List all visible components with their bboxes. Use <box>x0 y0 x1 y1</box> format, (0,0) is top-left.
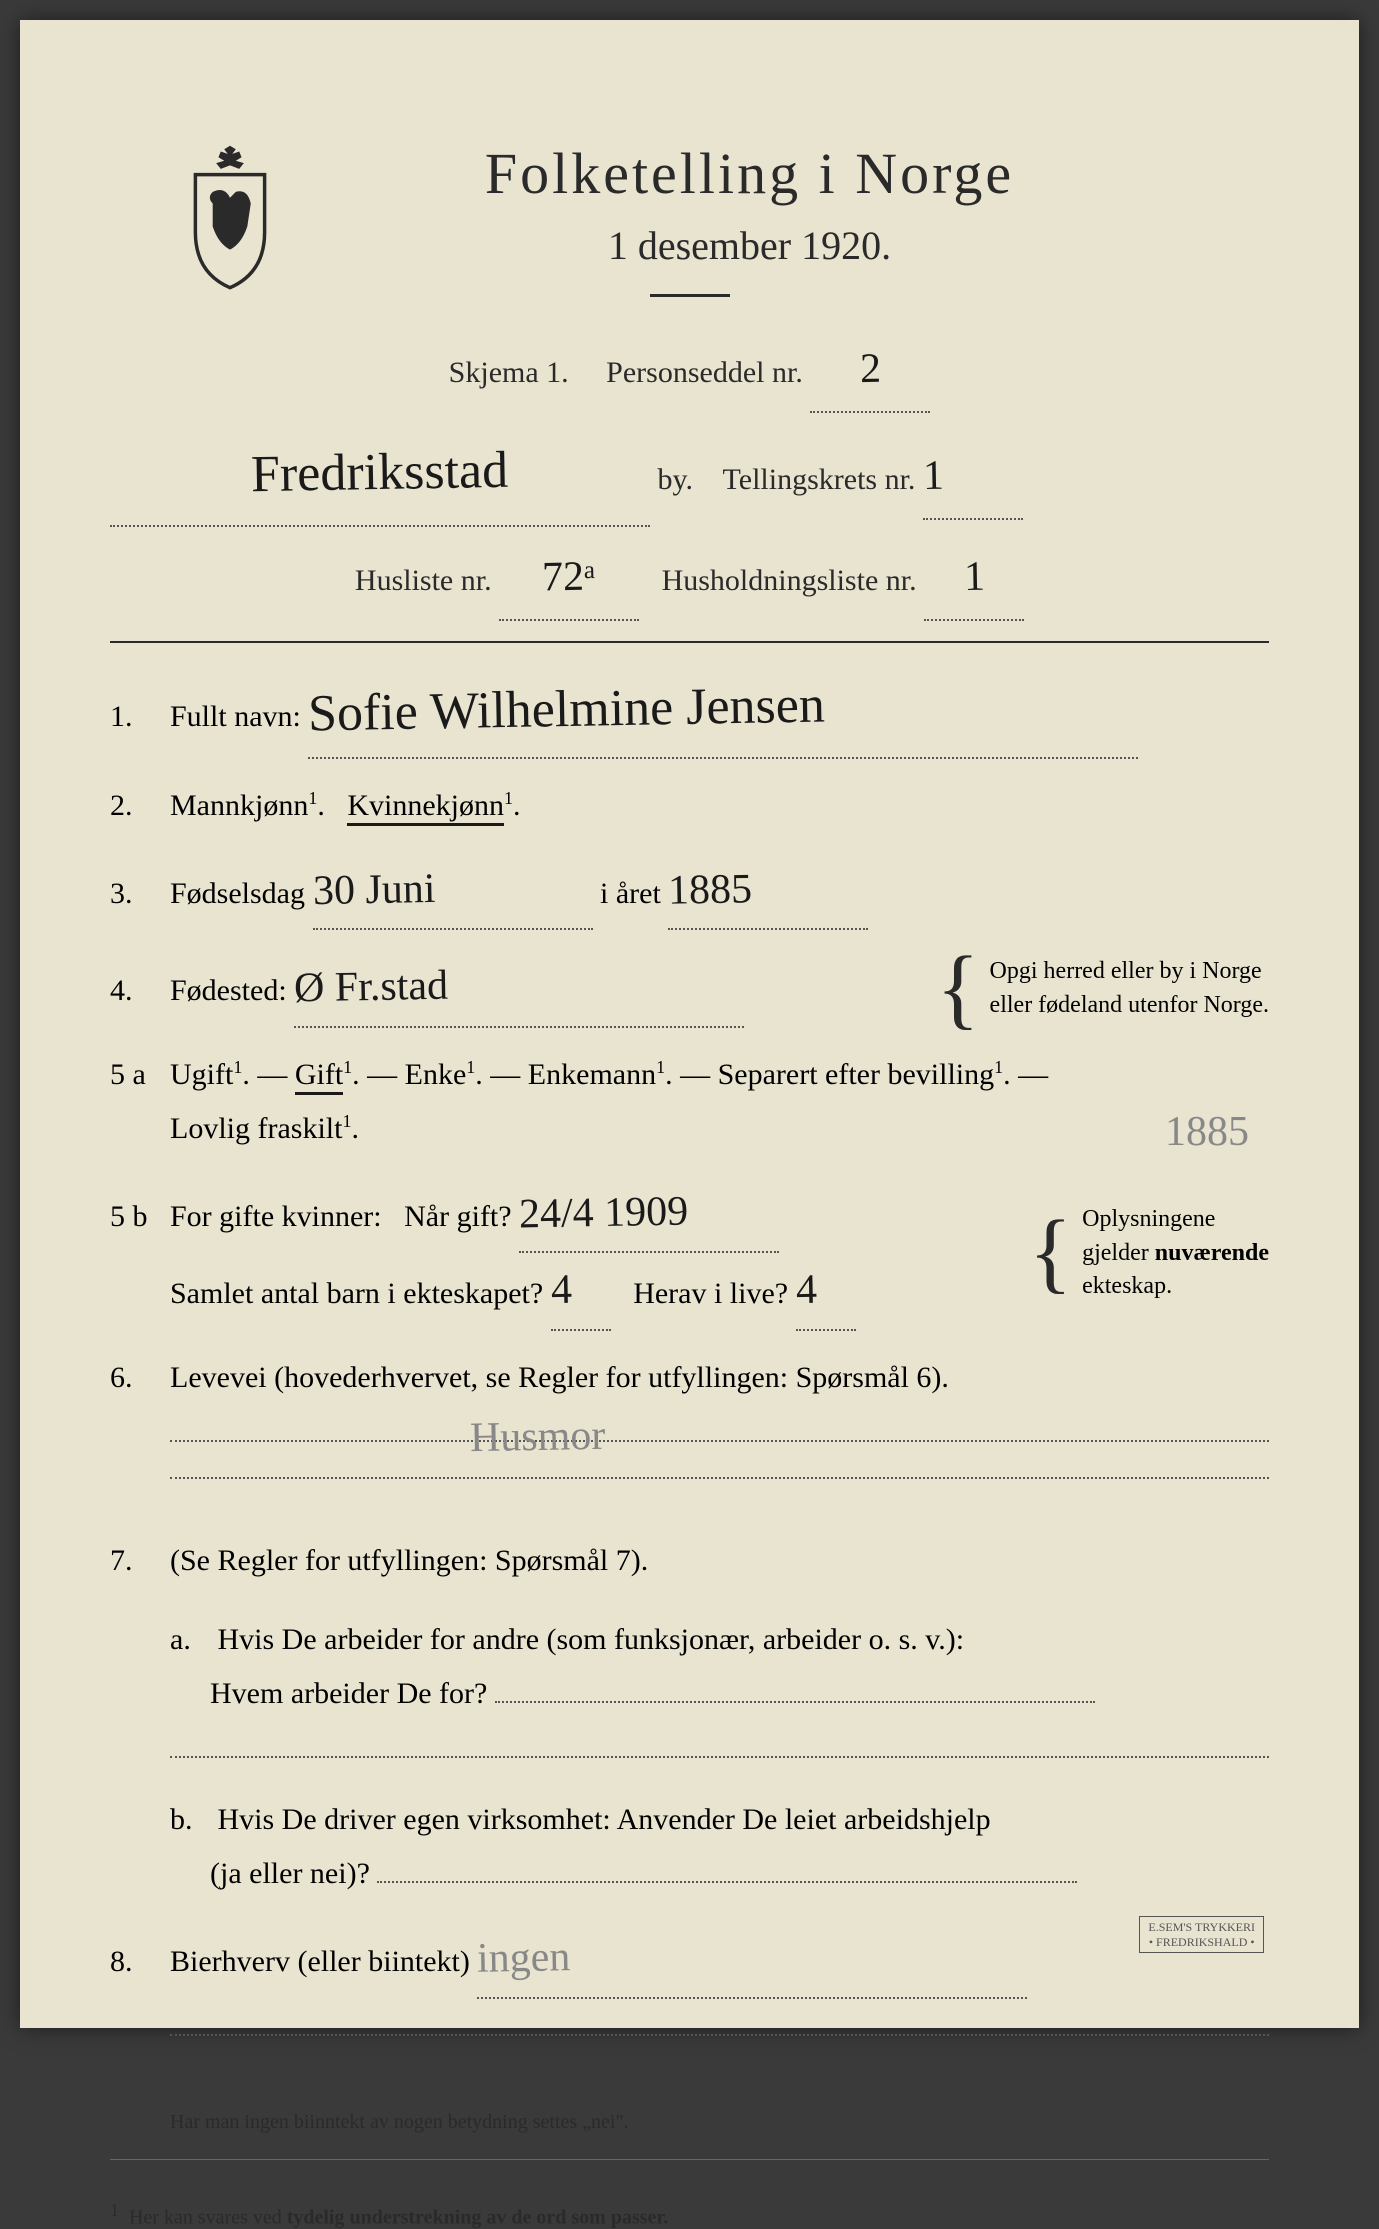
q5b-barn-value: 4 <box>550 1253 572 1329</box>
q4-label: Fødested: <box>170 974 287 1007</box>
q5b-sidenote: Oplysningene gjelder nuværende ekteskap. <box>1082 1203 1269 1304</box>
question-3: 3. Fødselsdag 30 Juni i året 1885 <box>110 853 1269 931</box>
q5b-label: For gifte kvinner: <box>170 1200 382 1233</box>
q1-label: Fullt navn: <box>170 700 301 733</box>
q3-day-value: 30 Juni <box>312 852 436 930</box>
husliste-label: Husliste nr. <box>355 564 492 597</box>
question-5b: 5 b For gifte kvinner: Når gift? 24/4 19… <box>110 1176 1269 1331</box>
husholdning-value: 1 <box>963 535 985 619</box>
question-6: 6. Levevei (hovederhvervet, se Regler fo… <box>110 1351 1269 1514</box>
q8-label: Bierhverv (eller biintekt) <box>170 1945 470 1978</box>
page-subtitle: 1 desember 1920. <box>230 222 1269 269</box>
q2-num: 2. <box>110 789 170 823</box>
q1-num: 1. <box>110 700 170 734</box>
question-5a: 5 a Ugift1. — Gift1. — Enke1. — Enkemann… <box>110 1048 1269 1156</box>
q5a-num: 5 a <box>110 1058 170 1092</box>
q5b-note1: Oplysningene <box>1082 1203 1269 1237</box>
footnote-divider <box>110 2159 1269 2160</box>
footer-note-2: 1 Her kan svares ved tydelig understrekn… <box>110 2200 1269 2229</box>
q1-value: Sofie Wilhelmine Jensen <box>308 658 826 761</box>
q3-year-label: i året <box>600 877 661 910</box>
q5a-fraskilt: Lovlig fraskilt <box>170 1112 342 1145</box>
section-divider <box>110 641 1269 643</box>
meta-line-2: Fredriksstad by. Tellingskrets nr. 1 <box>110 421 1269 527</box>
q5b-live-label: Herav i live? <box>633 1277 788 1310</box>
page-title: Folketelling i Norge <box>230 140 1269 207</box>
q7b-text1: Hvis De driver egen virksomhet: Anvender… <box>218 1803 991 1836</box>
q5b-gift-value: 24/4 1909 <box>518 1174 688 1253</box>
q6-value: Husmor <box>469 1399 606 1477</box>
personseddel-value: 2 <box>859 327 881 411</box>
tellingskrets-value: 1 <box>922 434 944 518</box>
q7-intro: (Se Regler for utfyllingen: Spørsmål 7). <box>170 1544 648 1577</box>
question-8: 8. Bierhverv (eller biintekt) ingen <box>110 1921 1269 2071</box>
q4-num: 4. <box>110 974 170 1008</box>
q5b-barn-label: Samlet antal barn i ekteskapet? <box>170 1277 543 1310</box>
q7a-label: a. <box>170 1613 210 1667</box>
question-4: 4. Fødested: Ø Fr.stad { Opgi herred ell… <box>110 950 1269 1028</box>
q8-value: ingen <box>477 1920 572 1997</box>
q5b-note3: ekteskap. <box>1082 1270 1269 1304</box>
q3-label: Fødselsdag <box>170 877 305 910</box>
footer-note-1: Har man ingen biinntekt av nogen betydni… <box>170 2111 1269 2134</box>
q8-num: 8. <box>110 1945 170 1979</box>
q7a-text1: Hvis De arbeider for andre (som funksjon… <box>218 1623 965 1656</box>
q7b-text2: (ja eller nei)? <box>210 1857 370 1890</box>
q6-label: Levevei (hovederhvervet, se Regler for u… <box>170 1361 949 1394</box>
personseddel-label: Personseddel nr. <box>606 356 803 389</box>
header-section: Folketelling i Norge 1 desember 1920. <box>110 140 1269 297</box>
title-divider <box>650 294 730 297</box>
stamp-line2: • FREDRIKSHALD • <box>1148 1935 1255 1949</box>
question-2: 2. Mannkjønn1. Kvinnekjønn1. <box>110 779 1269 833</box>
tellingskrets-label: Tellingskrets nr. <box>723 463 916 496</box>
q5b-note2: gjelder nuværende <box>1082 1237 1269 1271</box>
q5a-enkemann: Enkemann <box>528 1058 656 1091</box>
q3-num: 3. <box>110 877 170 911</box>
q7-num: 7. <box>110 1544 170 1578</box>
stamp-line1: E.SEM'S TRYKKERI <box>1148 1920 1255 1934</box>
printer-stamp: E.SEM'S TRYKKERI • FREDRIKSHALD • <box>1139 1916 1264 1953</box>
q5a-ugift: Ugift <box>170 1058 233 1091</box>
q4-sidenote: Opgi herred eller by i Norge eller fødel… <box>990 955 1269 1022</box>
brace-icon: { <box>1029 1217 1072 1289</box>
q5b-num: 5 b <box>110 1200 170 1234</box>
q4-value: Ø Fr.stad <box>294 949 449 1027</box>
q7b-label: b. <box>170 1793 210 1847</box>
q5b-live-value: 4 <box>795 1253 817 1329</box>
q6-num: 6. <box>110 1361 170 1395</box>
brace-icon: { <box>936 953 979 1025</box>
q5a-separert: Separert efter bevilling <box>718 1058 995 1091</box>
question-1: 1. Fullt navn: Sofie Wilhelmine Jensen <box>110 663 1269 759</box>
q4-note2: eller fødeland utenfor Norge. <box>990 989 1269 1023</box>
meta-line-1: Skjema 1. Personseddel nr. 2 <box>110 327 1269 413</box>
meta-line-3: Husliste nr. 72ᵃ Husholdningsliste nr. 1 <box>110 535 1269 621</box>
by-value: Fredriksstad <box>251 419 510 527</box>
q5b-gift-label: Når gift? <box>404 1200 511 1233</box>
q2-kvinne: Kvinnekjønn <box>347 789 504 826</box>
q5a-gift: Gift <box>295 1058 343 1095</box>
q3-year-value: 1885 <box>668 852 753 929</box>
q4-note1: Opgi herred eller by i Norge <box>990 955 1269 989</box>
q7a-text2: Hvem arbeider De for? <box>210 1677 487 1710</box>
by-label: by. <box>658 463 694 496</box>
husliste-value: 72ᵃ <box>542 535 597 620</box>
q5a-enke: Enke <box>405 1058 467 1091</box>
skjema-label: Skjema 1. <box>449 356 569 389</box>
coat-of-arms-icon <box>170 140 290 290</box>
q2-mann: Mannkjønn <box>170 789 308 822</box>
census-form-page: Folketelling i Norge 1 desember 1920. Sk… <box>20 20 1359 2028</box>
margin-year: 1885 <box>1165 1108 1249 1156</box>
husholdning-label: Husholdningsliste nr. <box>662 564 917 597</box>
question-7: 7. (Se Regler for utfyllingen: Spørsmål … <box>110 1534 1269 1901</box>
